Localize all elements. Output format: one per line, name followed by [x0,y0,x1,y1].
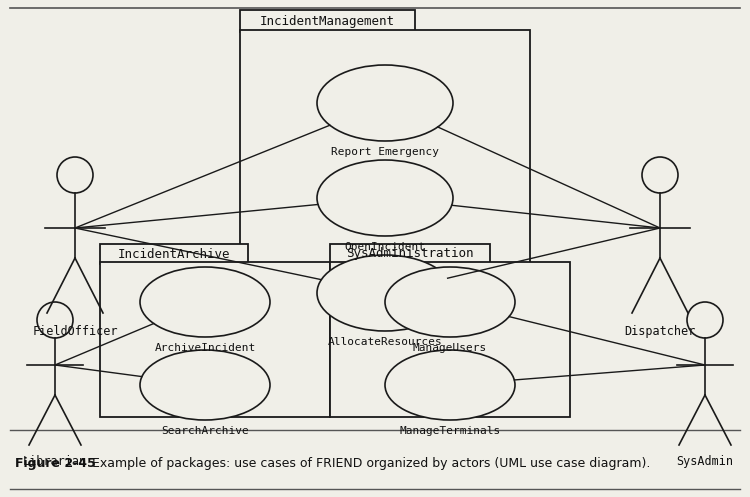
Text: Dispatcher: Dispatcher [624,325,696,338]
FancyBboxPatch shape [240,10,415,32]
Text: IncidentArchive: IncidentArchive [118,248,230,260]
Text: Figure 2-45: Figure 2-45 [15,457,96,470]
Text: IncidentManagement: IncidentManagement [260,14,395,27]
FancyBboxPatch shape [100,244,248,264]
Ellipse shape [385,350,515,420]
Text: SysAdmin: SysAdmin [676,455,734,468]
FancyBboxPatch shape [330,244,490,264]
FancyBboxPatch shape [240,30,530,360]
Text: ManageUsers: ManageUsers [413,343,488,353]
Text: FieldOfficer: FieldOfficer [32,325,118,338]
Text: ManageTerminals: ManageTerminals [399,426,501,436]
Ellipse shape [317,160,453,236]
FancyBboxPatch shape [100,262,330,417]
Ellipse shape [317,65,453,141]
Text: OpenIncident: OpenIncident [344,242,425,252]
FancyBboxPatch shape [330,262,570,417]
Text: SearchArchive: SearchArchive [161,426,249,436]
Text: ArchiveIncident: ArchiveIncident [154,343,256,353]
Ellipse shape [140,267,270,337]
Text: SysAdministration: SysAdministration [346,248,474,260]
Text: AllocateResources: AllocateResources [328,337,442,347]
Ellipse shape [140,350,270,420]
Text: Report Emergency: Report Emergency [331,147,439,157]
Ellipse shape [385,267,515,337]
Ellipse shape [317,255,453,331]
Text: Example of packages: use cases of FRIEND organized by actors (UML use case diagr: Example of packages: use cases of FRIEND… [80,457,650,470]
Text: Librarian: Librarian [23,455,87,468]
